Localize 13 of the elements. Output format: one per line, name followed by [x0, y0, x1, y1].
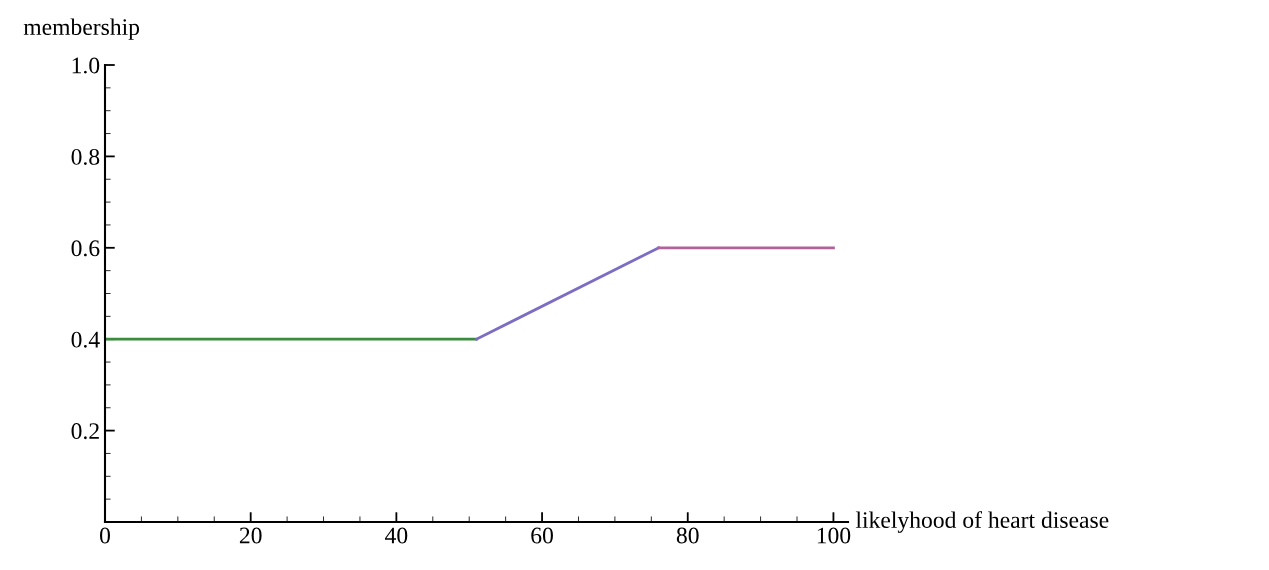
x-tick-label: 20: [239, 527, 262, 544]
x-tick-label: 0: [100, 527, 110, 544]
y-tick-label: 0.2: [71, 423, 99, 440]
y-tick-label: 0.6: [71, 240, 100, 257]
x-tick-label: 80: [676, 527, 699, 544]
y-axis-title: membership: [23, 18, 140, 40]
y-tick-label: 1.0: [72, 57, 100, 74]
y-tick-label: 0.8: [71, 148, 100, 165]
x-axis-title: likelyhood of heart disease: [855, 511, 1109, 533]
x-tick-label: 100: [817, 527, 851, 544]
x-tick-label: 60: [531, 527, 553, 544]
y-tick-label: 0.4: [71, 331, 100, 348]
x-tick-label: 40: [385, 527, 408, 544]
